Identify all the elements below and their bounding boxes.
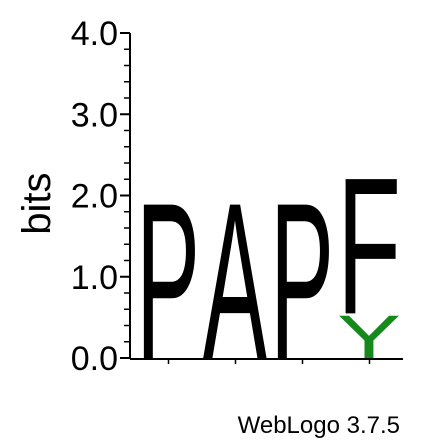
y-tick-label: 1.0 <box>71 259 118 297</box>
logo-letter-a: A <box>203 158 267 406</box>
y-tick-label: 0.0 <box>71 340 118 378</box>
y-tick-label: 4.0 <box>71 15 118 53</box>
weblogo-credit: WebLogo 3.7.5 <box>237 412 400 439</box>
logo-letter-y: Y <box>337 303 401 372</box>
y-axis-ticks: 0.0 1.0 2.0 3.0 4.0 <box>71 15 130 378</box>
y-axis-label: bits <box>15 173 59 235</box>
y-tick-label: 3.0 <box>71 96 118 134</box>
logo-letter-p: P <box>270 158 334 406</box>
logo-letters: P A P YF <box>136 138 401 406</box>
logo-letter-f: F <box>337 138 401 356</box>
logo-letter-p: P <box>136 158 200 406</box>
y-tick-label: 2.0 <box>71 178 118 216</box>
